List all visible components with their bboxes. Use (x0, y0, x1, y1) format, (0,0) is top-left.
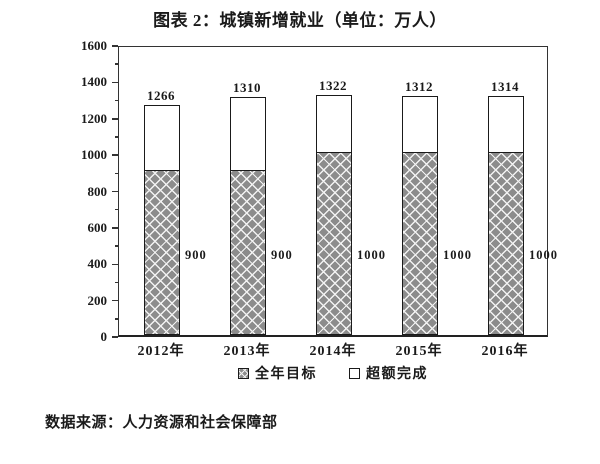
bar-target-label: 900 (185, 248, 207, 263)
y-axis-minor-tick (114, 208, 118, 211)
bar-target-segment (317, 152, 351, 334)
legend-label: 超额完成 (366, 367, 428, 382)
legend-white-swatch (349, 367, 360, 379)
y-axis-tick-label: 1200 (81, 110, 107, 126)
y-axis-major-tick (112, 81, 118, 84)
y-axis-tick-label: 0 (100, 329, 108, 344)
y-axis-tick-label: 400 (87, 256, 108, 272)
chart-title: 图表 2：城镇新增就业（单位：万人） (153, 11, 447, 30)
bar-target-segment (145, 170, 179, 334)
bar-2013年 (230, 96, 266, 335)
y-axis-tick-label: 1400 (81, 74, 107, 90)
legend-label: 全年目标 (255, 367, 317, 382)
y-axis-major-tick (112, 154, 118, 156)
bar-2012年 (144, 104, 180, 335)
x-axis-label-2014年: 2014年 (309, 344, 357, 359)
y-axis-major-tick (112, 45, 118, 47)
y-axis-major-tick (112, 227, 118, 229)
y-axis-tick-label: 200 (87, 292, 108, 308)
y-axis-major-tick (112, 118, 118, 120)
bar-total-label: 1322 (319, 77, 347, 93)
y-axis-tick-label: 1000 (81, 147, 107, 163)
bar-target-label: 1000 (443, 248, 472, 263)
y-axis-minor-tick (114, 99, 118, 102)
y-axis-tick-label: 800 (87, 183, 108, 199)
legend-item: 全年目标 (238, 363, 317, 383)
y-axis-major-tick (112, 299, 118, 302)
bar-target-segment (231, 170, 265, 334)
bar-2016年 (488, 96, 524, 335)
bar-target-segment (403, 152, 437, 334)
y-axis-minor-tick (114, 63, 118, 65)
y-axis-major-tick (112, 190, 118, 193)
y-axis-tick-label: 600 (87, 219, 108, 235)
bar-total-label: 1314 (491, 79, 519, 95)
y-axis-major-tick (112, 336, 118, 338)
y-axis-tick-label: 1600 (81, 38, 107, 53)
bar-total-label: 1312 (405, 79, 433, 95)
bar-target-label: 1000 (529, 248, 558, 263)
bar-target-label: 900 (271, 248, 293, 263)
y-axis-minor-tick (114, 281, 118, 284)
legend: 全年目标 超额完成 (118, 363, 548, 383)
bar-2014年 (316, 94, 352, 335)
bar-2015年 (402, 96, 438, 335)
bar-total-label: 1266 (147, 87, 175, 103)
y-axis-minor-tick (114, 245, 118, 247)
y-axis-major-tick (112, 263, 118, 265)
legend-item: 超额完成 (349, 363, 428, 383)
bar-total-label: 1310 (233, 79, 261, 95)
legend-hatch-swatch (238, 367, 249, 379)
x-axis-label-2016年: 2016年 (481, 344, 529, 359)
bar-target-segment (489, 152, 523, 334)
source-note: 数据来源：人力资源和社会保障部 (45, 414, 278, 431)
x-axis-label-2015年: 2015年 (395, 344, 443, 359)
x-axis-label-2012年: 2012年 (137, 344, 185, 359)
bar-target-label: 1000 (357, 248, 386, 263)
y-axis-minor-tick (114, 172, 118, 175)
y-axis-minor-tick (114, 318, 118, 320)
x-axis-label-2013年: 2013年 (223, 344, 271, 359)
plot-area (118, 46, 548, 337)
y-axis-minor-tick (114, 136, 118, 138)
